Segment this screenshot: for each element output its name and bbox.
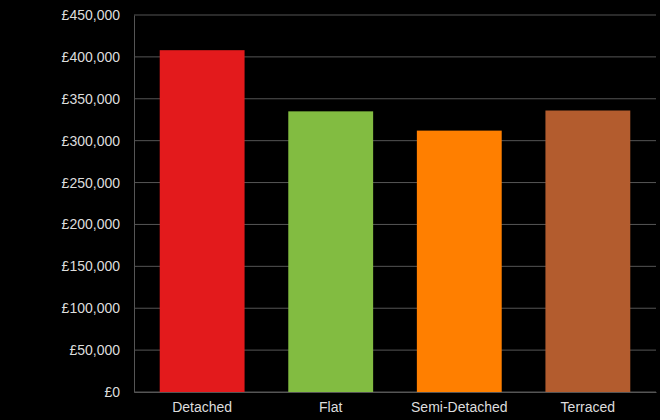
axis-line <box>134 16 135 393</box>
grid <box>134 15 656 392</box>
tick-label: £200,000 <box>62 216 121 232</box>
tick: £200,000 <box>62 216 134 232</box>
x-axis: Detached Flat Semi-Detached Terraced <box>135 392 657 415</box>
tick: £50,000 <box>69 342 134 358</box>
tick-label: £300,000 <box>62 133 121 149</box>
y-axis: £0 £50,000 £100,000 £150,000 £200,000 £250,00… <box>62 7 135 400</box>
tick-label: Flat <box>319 399 342 415</box>
axis-line <box>135 392 657 393</box>
tick: £100,000 <box>62 300 134 316</box>
tick: Terraced <box>561 392 615 415</box>
tick-label: £50,000 <box>69 342 120 358</box>
tick-label: £0 <box>104 384 120 400</box>
plot: £0 £50,000 £100,000 £150,000 £200,000 £250,00… <box>62 7 657 415</box>
tick: £150,000 <box>62 258 134 274</box>
chart: £0 £50,000 £100,000 £150,000 £200,000 £250,00… <box>0 0 660 420</box>
tick: £450,000 <box>62 7 134 23</box>
tick: £400,000 <box>62 49 134 65</box>
background <box>0 0 660 420</box>
bar <box>160 50 245 392</box>
tick: Flat <box>319 392 342 415</box>
tick-label: £150,000 <box>62 258 121 274</box>
tick-label: £450,000 <box>62 7 121 23</box>
tick-label: Detached <box>172 399 232 415</box>
bars <box>160 50 631 392</box>
tick: £300,000 <box>62 133 134 149</box>
tick: £0 <box>104 384 134 400</box>
tick-label: Terraced <box>561 399 615 415</box>
tick-label: £350,000 <box>62 91 121 107</box>
tick-label: £250,000 <box>62 175 121 191</box>
tick-label: £100,000 <box>62 300 121 316</box>
bar <box>417 131 502 392</box>
bar <box>288 111 373 392</box>
tick-label: Semi-Detached <box>411 399 508 415</box>
tick: Detached <box>172 392 232 415</box>
grid-line <box>134 15 656 16</box>
bar <box>545 111 630 392</box>
tick: £250,000 <box>62 175 134 191</box>
tick-label: £400,000 <box>62 49 121 65</box>
tick: £350,000 <box>62 91 134 107</box>
tick: Semi-Detached <box>411 392 508 415</box>
